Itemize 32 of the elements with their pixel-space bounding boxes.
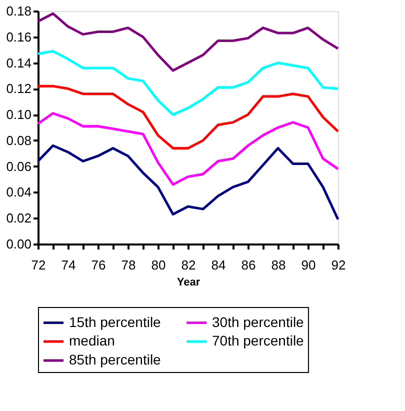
x-tick-label: 80 <box>151 258 166 272</box>
y-tick-label: 0.04 <box>6 184 32 200</box>
y-tick-label: 0.16 <box>6 29 32 44</box>
line-series <box>36 12 340 72</box>
line-series <box>36 112 340 186</box>
legend-label: median <box>69 332 115 348</box>
x-tick-label: 72 <box>31 258 46 272</box>
x-axis-title: Year <box>176 276 201 288</box>
legend-label: 30th percentile <box>212 314 304 330</box>
y-tick-label: 0.12 <box>6 81 32 96</box>
legend-label: 85th percentile <box>69 352 162 368</box>
x-tick-label: 82 <box>181 258 196 272</box>
x-tick-label: 84 <box>211 258 226 272</box>
y-tick-label: 0.08 <box>6 132 32 148</box>
legend-label: 70th percentile <box>212 332 304 348</box>
x-tick-label: 86 <box>241 258 256 272</box>
line-series <box>36 50 340 116</box>
y-tick-label: 0.10 <box>6 107 32 122</box>
legend-label: 15th percentile <box>69 314 162 330</box>
x-tick-label: 92 <box>331 258 346 272</box>
line-series <box>36 84 340 150</box>
x-tick-label: 90 <box>301 258 316 272</box>
x-tick-label: 78 <box>121 258 136 272</box>
x-tick-label: 76 <box>91 258 106 272</box>
y-tick-label: 0.14 <box>6 55 32 70</box>
line-series <box>36 144 340 221</box>
x-tick-label: 74 <box>61 258 76 272</box>
y-tick-label: 0.06 <box>6 158 32 174</box>
x-tick-label: 88 <box>271 258 286 272</box>
y-tick-label: 0.02 <box>6 210 32 226</box>
y-tick-label: 0.00 <box>6 236 32 252</box>
y-tick-label: 0.18 <box>6 4 32 18</box>
